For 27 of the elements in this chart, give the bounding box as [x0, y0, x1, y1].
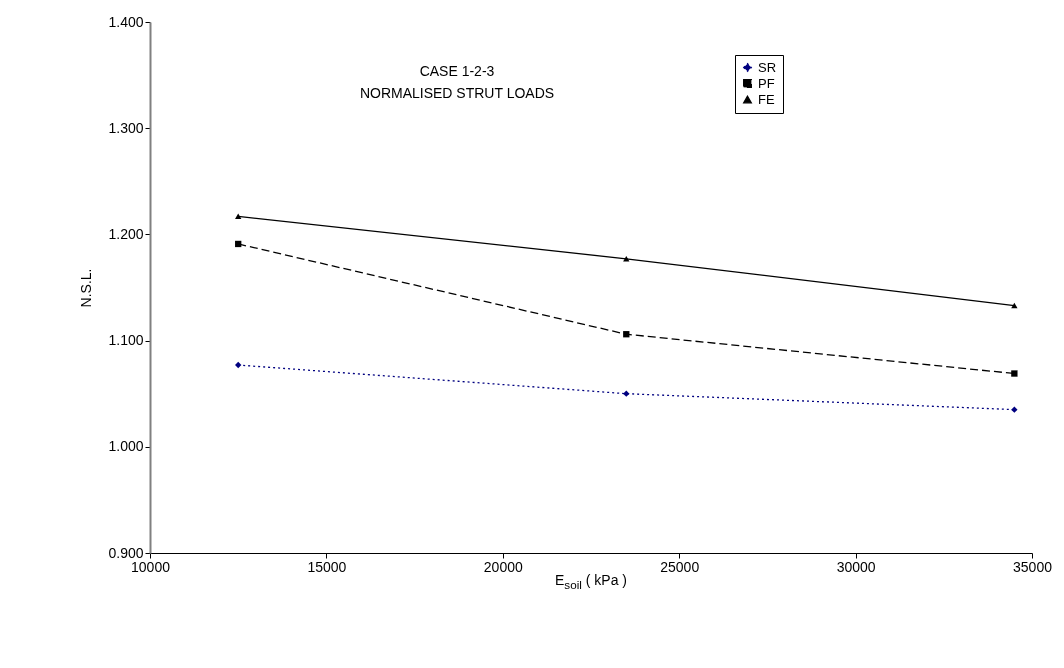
point — [1011, 370, 1018, 377]
legend-label: PF — [758, 75, 775, 91]
x-tick-label: 15000 — [307, 558, 347, 575]
y-tick-label: 1.400 — [108, 13, 144, 30]
x-axis-title: E$_{soil}$ ( kPa ) — [555, 572, 627, 591]
point — [235, 213, 242, 220]
y-tick-label: 1.200 — [108, 225, 144, 242]
y-tick-label: 1.100 — [108, 332, 144, 349]
legend-label: SR — [758, 59, 777, 75]
legend-label: FE — [758, 91, 775, 107]
point — [235, 240, 242, 248]
annotation: CASE 1-2-3 — [419, 63, 495, 79]
point — [623, 256, 630, 262]
x-tick-label: 25000 — [660, 558, 700, 575]
y-tick-label: 1.000 — [108, 438, 144, 455]
annotation: NORMALISED STRUT LOADS — [359, 85, 555, 101]
x-tick-label: 30000 — [836, 558, 876, 575]
point — [623, 331, 630, 338]
x-tick-label: 35000 — [1013, 558, 1053, 575]
point — [1011, 406, 1018, 413]
y-axis-title: N.S.L. — [78, 268, 95, 308]
y-tick-label: 0.900 — [108, 544, 144, 561]
y-tick-label: 1.300 — [108, 119, 144, 136]
point — [235, 361, 242, 369]
point — [623, 390, 630, 397]
x-tick-label: 20000 — [483, 558, 523, 575]
x-tick-label: 10000 — [131, 558, 171, 575]
